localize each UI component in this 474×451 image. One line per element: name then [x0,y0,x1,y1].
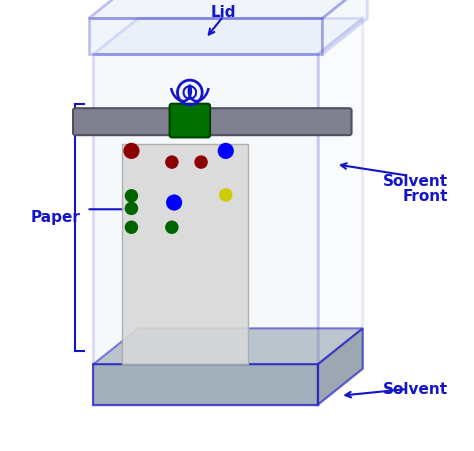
Circle shape [125,202,138,216]
Circle shape [194,156,208,170]
Circle shape [123,143,139,160]
Circle shape [125,221,138,235]
Polygon shape [89,19,322,55]
Circle shape [165,221,179,235]
Text: Solvent: Solvent [383,173,448,188]
FancyBboxPatch shape [170,105,210,138]
Polygon shape [322,0,367,55]
FancyBboxPatch shape [73,109,352,136]
Circle shape [219,189,233,202]
Circle shape [165,156,179,170]
Polygon shape [93,55,318,405]
Polygon shape [93,329,363,364]
Text: Lid: Lid [211,5,236,20]
Polygon shape [89,0,367,19]
Bar [122,145,248,364]
Polygon shape [93,19,363,55]
Text: Solvent: Solvent [383,382,448,396]
Text: Paper: Paper [30,209,80,224]
Polygon shape [318,19,363,405]
Polygon shape [318,329,363,405]
Circle shape [166,195,182,211]
Circle shape [125,189,138,203]
Text: Front: Front [402,189,448,204]
Bar [93,364,318,405]
Circle shape [218,143,234,160]
